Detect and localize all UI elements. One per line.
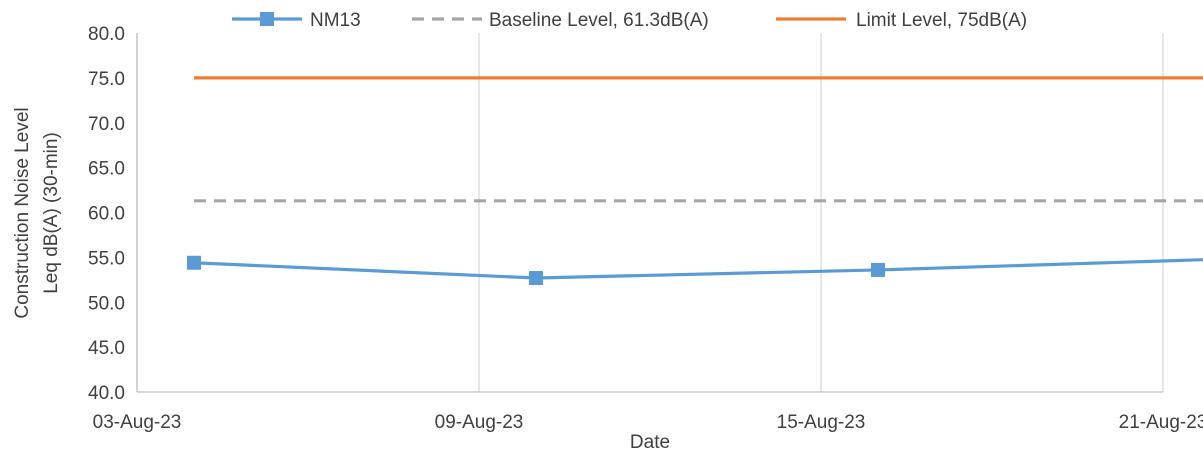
axes: 40.0 45.0 50.0 55.0 60.0 65.0 70.0 75.0 80.0 03-A…: [88, 24, 1203, 433]
data-point-marker: [871, 262, 885, 277]
legend: NM13 Baseline Level, 61.3dB(A) Limit Level…: [232, 10, 1027, 31]
y-axis-title-line-1: Construction Noise Level: [12, 107, 33, 318]
y-tick-label: 40.0: [88, 383, 125, 404]
legend-label-2: Baseline Level, 61.3dB(A): [489, 10, 709, 31]
y-tick-label: 65.0: [88, 159, 125, 180]
y-tick-label: 75.0: [88, 69, 125, 90]
y-tick-label: 70.0: [88, 114, 125, 135]
y-tick-label: 45.0: [88, 338, 125, 359]
x-tick-label: 03-Aug-23: [93, 412, 182, 433]
x-tick-label: 21-Aug-23: [1119, 412, 1203, 433]
legend-label-3: Limit Level, 75dB(A): [856, 10, 1027, 31]
y-axis-title-line-2: Leq dB(A) (30-min): [41, 132, 62, 294]
data-series: [187, 76, 1203, 286]
grid-lines: [136, 33, 1164, 392]
x-axis-title: Date: [630, 432, 670, 453]
y-tick-label: 50.0: [88, 293, 125, 314]
y-tick-label: 55.0: [88, 248, 125, 269]
legend-marker: [260, 12, 274, 26]
y-tick-label: 60.0: [88, 204, 125, 225]
legend-label-1: NM13: [310, 10, 361, 31]
data-point-marker: [529, 271, 543, 286]
data-point-marker: [187, 255, 201, 270]
x-tick-label: 15-Aug-23: [777, 412, 866, 433]
x-tick-label: 09-Aug-23: [435, 412, 524, 433]
y-tick-label: 80.0: [88, 24, 125, 45]
series-line-1: [193, 258, 1203, 280]
